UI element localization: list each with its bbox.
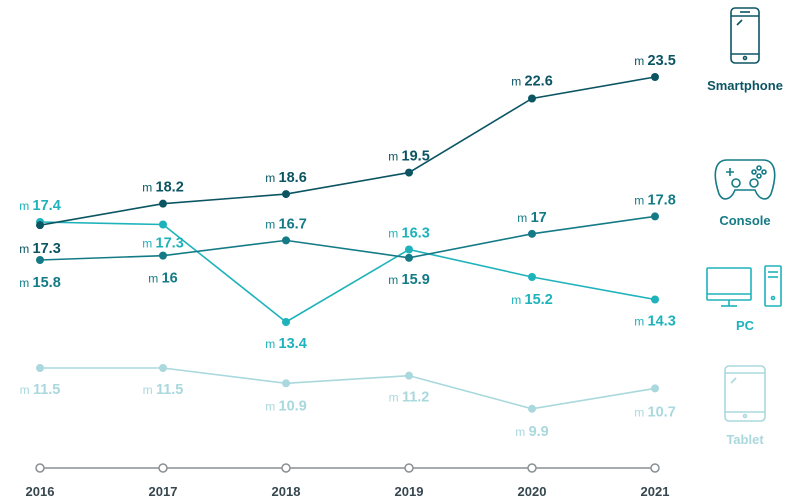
data-point	[159, 251, 167, 260]
data-point	[159, 220, 167, 229]
data-label: m 11.2	[389, 390, 430, 406]
data-label: m 16.3	[388, 226, 430, 242]
data-label: m 15.2	[511, 292, 553, 308]
series-smartphone: m 17.3 m 18.2 m 18.6 m 19.5 m 22.6 m 23.5	[19, 53, 676, 257]
x-axis-marker	[527, 463, 537, 473]
data-label: m 16	[148, 271, 177, 287]
data-label: m 11.5	[20, 382, 61, 398]
smartphone-icon	[730, 7, 760, 64]
data-point	[651, 212, 659, 221]
data-point	[159, 364, 167, 372]
x-axis-marker	[650, 463, 660, 473]
data-label: m 22.6	[511, 74, 553, 90]
series-console: m 15.8 m 16 m 16.7 m 15.9 m 17 m 17.8	[19, 192, 676, 291]
data-label: m 17.3	[19, 241, 61, 257]
data-point	[405, 371, 413, 380]
data-point	[36, 221, 44, 230]
series-line	[39, 215, 656, 261]
data-point	[528, 404, 536, 413]
data-point	[528, 229, 536, 238]
data-point	[528, 94, 536, 103]
data-point	[282, 379, 290, 388]
data-point	[405, 245, 413, 254]
x-axis-marker	[281, 463, 291, 473]
data-label: m 10.7	[634, 404, 676, 420]
data-label: m 17.8	[634, 192, 676, 208]
gamepad-icon	[714, 159, 776, 200]
series-line	[39, 76, 656, 226]
x-axis-marker	[158, 463, 168, 473]
data-point	[282, 236, 290, 245]
data-label: m 14.3	[634, 314, 676, 330]
data-label: m 18.6	[265, 170, 307, 186]
series-line	[39, 221, 656, 323]
legend-label: Console	[719, 213, 770, 228]
data-label: m 11.5	[143, 382, 184, 398]
data-point	[528, 273, 536, 281]
data-point	[405, 168, 413, 177]
x-axis-marker	[35, 463, 45, 473]
x-tick-label: 2020	[518, 484, 547, 499]
series-pc: m 17.4 m 17.3 m 13.4 m 16.3 m 15.2 m 14.3	[19, 198, 676, 352]
data-label: m 17.3	[142, 236, 184, 252]
legend-label: Tablet	[726, 432, 764, 447]
data-label: m 13.4	[265, 336, 307, 352]
desktop-computer-icon	[706, 265, 782, 307]
data-label: m 17.4	[19, 198, 61, 214]
data-label: m 17	[517, 210, 546, 226]
legend-label: Smartphone	[707, 78, 783, 93]
data-label: m 23.5	[634, 53, 676, 69]
data-label: m 18.2	[142, 180, 184, 196]
x-tick-label: 2018	[272, 484, 301, 499]
x-tick-label: 2017	[149, 484, 178, 499]
data-point	[651, 384, 659, 393]
x-axis-marker	[404, 463, 414, 473]
series-tablet: m 11.5 m 11.5 m 10.9 m 11.2 m 9.9 m 10.7	[20, 364, 676, 440]
data-point	[651, 295, 659, 304]
data-label: m 9.9	[515, 424, 549, 440]
legend-item-smartphone: Smartphone	[707, 7, 783, 93]
data-point	[282, 318, 290, 326]
data-label: m 15.9	[388, 272, 430, 288]
legend-item-console: Console	[714, 159, 776, 228]
data-point	[36, 364, 44, 372]
x-tick-label: 2021	[641, 484, 670, 499]
data-point	[159, 199, 167, 208]
legend-item-tablet: Tablet	[724, 365, 766, 447]
data-point	[405, 253, 413, 262]
data-point	[36, 256, 44, 264]
data-label: m 15.8	[19, 275, 61, 291]
data-label: m 16.7	[265, 216, 307, 232]
data-label: m 10.9	[265, 398, 307, 414]
legend-item-pc: PC	[706, 265, 782, 333]
legend-label: PC	[736, 318, 755, 333]
tablet-icon	[724, 365, 766, 422]
data-label: m 19.5	[388, 149, 430, 165]
series-line	[40, 367, 656, 410]
data-point	[282, 190, 290, 199]
x-tick-label: 2019	[395, 484, 424, 499]
data-point	[651, 72, 659, 81]
x-tick-label: 2016	[26, 484, 55, 499]
